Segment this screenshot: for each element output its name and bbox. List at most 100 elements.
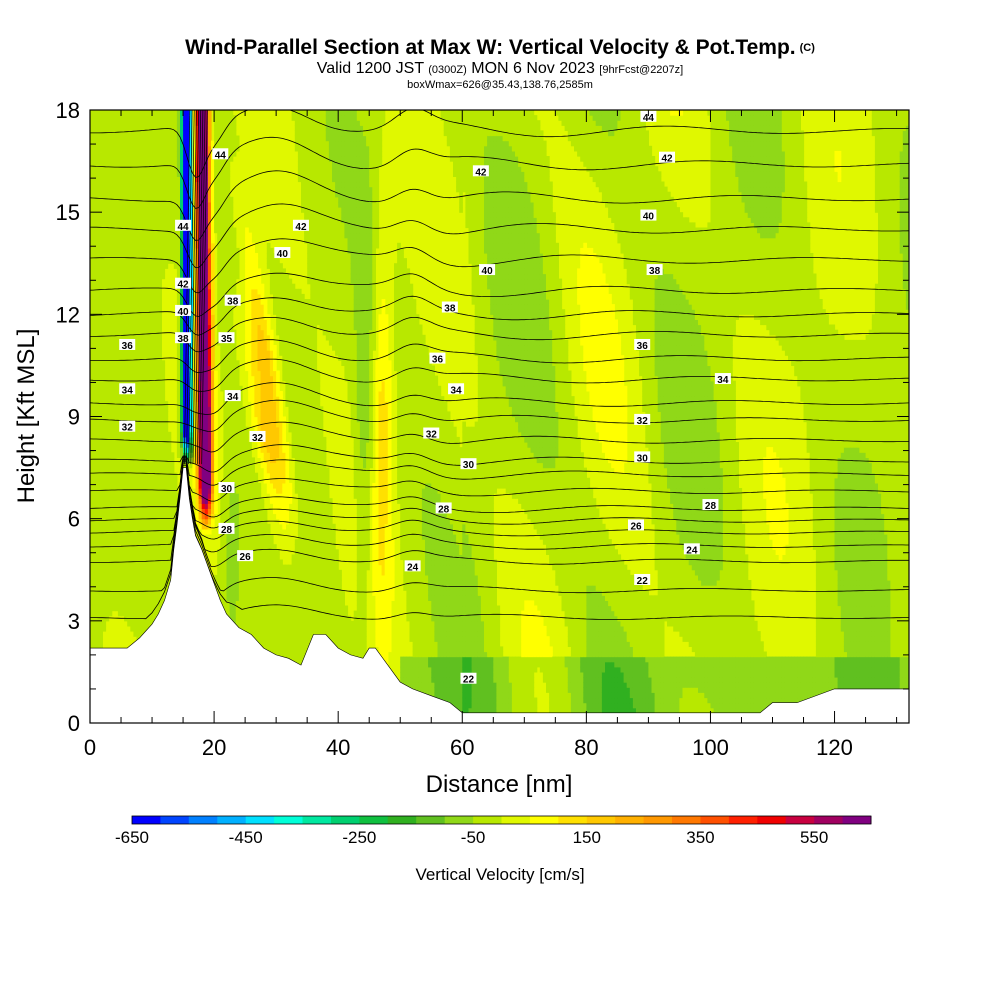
- velocity-cell: [214, 503, 218, 509]
- velocity-cell: [90, 426, 94, 433]
- velocity-cell: [102, 196, 107, 203]
- velocity-cell: [114, 304, 119, 310]
- velocity-cell: [214, 370, 218, 377]
- velocity-cell: [114, 283, 119, 290]
- velocity-cell: [90, 411, 94, 418]
- velocity-cell: [105, 161, 110, 167]
- velocity-cell: [173, 482, 178, 489]
- velocity-cell: [108, 544, 113, 550]
- velocity-cell: [90, 569, 94, 576]
- velocity-cell: [111, 595, 116, 601]
- velocity-cell: [121, 508, 125, 515]
- velocity-cell: [99, 452, 103, 458]
- velocity-cell: [207, 110, 212, 116]
- velocity-cell: [114, 452, 119, 458]
- velocity-cell: [155, 564, 159, 571]
- velocity-cell: [96, 482, 100, 489]
- velocity-cell: [226, 171, 231, 177]
- velocity-cell: [93, 401, 97, 407]
- velocity-cell: [114, 513, 119, 520]
- velocity-cell: [93, 150, 97, 157]
- velocity-cell: [117, 452, 122, 458]
- velocity-cell: [90, 493, 94, 499]
- velocity-cell: [96, 431, 100, 438]
- velocity-cell: [108, 580, 113, 586]
- velocity-cell: [117, 110, 122, 116]
- velocity-cell: [99, 528, 103, 535]
- velocity-cell: [158, 304, 162, 310]
- velocity-cell: [102, 380, 107, 387]
- velocity-cell: [214, 462, 218, 469]
- velocity-cell: [114, 156, 119, 162]
- velocity-cell: [105, 503, 110, 509]
- velocity-cell: [108, 518, 113, 525]
- velocity-cell: [105, 493, 110, 499]
- velocity-cell: [90, 385, 94, 392]
- velocity-cell: [211, 314, 215, 320]
- velocity-cell: [155, 539, 159, 545]
- velocity-cell: [96, 580, 100, 586]
- velocity-cell: [108, 406, 113, 412]
- velocity-cell: [214, 391, 218, 397]
- velocity-cell: [102, 150, 107, 157]
- velocity-cell: [111, 600, 116, 607]
- velocity-cell: [114, 242, 119, 249]
- velocity-cell: [105, 191, 110, 198]
- velocity-cell: [96, 549, 100, 555]
- velocity-cell: [114, 227, 119, 234]
- velocity-cell: [105, 426, 110, 433]
- velocity-cell: [114, 176, 119, 183]
- velocity-cell: [99, 411, 103, 418]
- velocity-cell: [114, 442, 119, 448]
- velocity-cell: [93, 442, 97, 448]
- velocity-cell: [99, 161, 103, 167]
- velocity-cell: [108, 595, 113, 601]
- velocity-cell: [93, 462, 97, 469]
- velocity-cell: [111, 380, 116, 387]
- velocity-cell: [111, 130, 116, 137]
- velocity-cell: [99, 186, 103, 193]
- velocity-cell: [108, 334, 113, 341]
- velocity-cell: [108, 156, 113, 162]
- velocity-cell: [111, 212, 116, 218]
- velocity-cell: [105, 242, 110, 249]
- velocity-cell: [114, 166, 119, 172]
- velocity-cell: [117, 161, 122, 167]
- velocity-cell: [90, 534, 94, 540]
- velocity-cell: [90, 355, 94, 361]
- velocity-cell: [90, 600, 94, 607]
- velocity-cell: [108, 181, 113, 188]
- velocity-cell: [90, 610, 94, 617]
- velocity-cell: [117, 477, 122, 484]
- velocity-cell: [117, 534, 122, 540]
- velocity-cell: [117, 222, 122, 229]
- velocity-cell: [93, 518, 97, 525]
- velocity-cell: [99, 600, 103, 607]
- velocity-cell: [173, 472, 178, 479]
- velocity-cell: [93, 339, 97, 346]
- velocity-cell: [111, 431, 116, 438]
- velocity-cell: [155, 396, 159, 402]
- velocity-cell: [114, 411, 119, 418]
- velocity-cell: [96, 421, 100, 428]
- velocity-cell: [158, 345, 162, 351]
- velocity-cell: [96, 166, 100, 172]
- velocity-cell: [114, 186, 119, 193]
- velocity-cell: [96, 299, 100, 305]
- velocity-cell: [189, 411, 193, 418]
- velocity-cell: [111, 150, 116, 157]
- velocity-cell: [111, 426, 116, 433]
- velocity-cell: [121, 442, 125, 448]
- velocity-cell: [93, 125, 97, 131]
- velocity-cell: [155, 145, 159, 152]
- velocity-cell: [93, 385, 97, 392]
- velocity-cell: [93, 549, 97, 555]
- velocity-cell: [105, 457, 110, 464]
- velocity-cell: [108, 488, 113, 494]
- velocity-cell: [155, 498, 159, 504]
- velocity-cell: [117, 564, 122, 571]
- velocity-cell: [105, 176, 110, 183]
- velocity-cell: [90, 436, 94, 443]
- velocity-cell: [117, 595, 122, 601]
- velocity-cell: [105, 309, 110, 315]
